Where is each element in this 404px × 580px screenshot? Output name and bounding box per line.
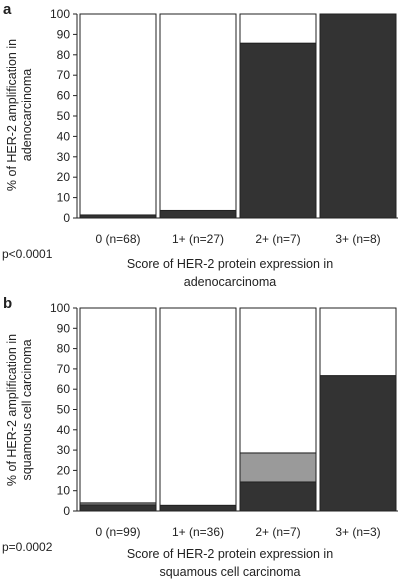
y-tick-label: 30: [57, 443, 71, 457]
x-tick-label: 0 (n=99): [95, 525, 140, 539]
x-tick-label: 3+ (n=8): [335, 232, 380, 246]
y-tick-label: 70: [57, 68, 71, 82]
bar-segment: [239, 13, 317, 44]
x-axis-title: Score of HER-2 protein expression in: [127, 547, 333, 561]
bar-segment: [319, 375, 397, 512]
bar-segment: [239, 452, 317, 483]
y-axis-title: % of HER-2 amplification in: [5, 39, 19, 191]
y-tick-label: 80: [57, 342, 71, 356]
x-tick-label: 1+ (n=36): [172, 525, 224, 539]
bar-segment: [239, 481, 317, 512]
x-axis-title: Score of HER-2 protein expression in: [127, 257, 333, 271]
p-value-label: p<0.0001: [2, 247, 53, 261]
y-tick-label: 60: [57, 382, 71, 396]
bar-segment: [79, 504, 157, 512]
y-tick-label: 10: [57, 191, 71, 205]
y-tick-label: 60: [57, 89, 71, 103]
y-axis-title: % of HER-2 amplification in: [5, 334, 19, 486]
y-tick-label: 80: [57, 48, 71, 62]
x-tick-label: 1+ (n=27): [172, 232, 224, 246]
y-tick-label: 20: [57, 170, 71, 184]
x-axis-title: squamous cell carcinoma: [159, 565, 300, 579]
y-tick-label: 20: [57, 463, 71, 477]
p-value-label: p=0.0002: [2, 540, 53, 554]
y-axis-title: squamous cell carcinoma: [20, 339, 34, 480]
y-tick-label: 40: [57, 423, 71, 437]
y-tick-label: 50: [57, 403, 71, 417]
y-tick-label: 70: [57, 362, 71, 376]
y-tick-label: 40: [57, 129, 71, 143]
bar-segment: [239, 42, 317, 219]
bar-segment: [319, 307, 397, 377]
x-tick-label: 3+ (n=3): [335, 525, 380, 539]
y-tick-label: 30: [57, 150, 71, 164]
y-tick-label: 0: [63, 211, 70, 225]
bar-segment: [159, 307, 237, 506]
x-axis-title: adenocarcinoma: [184, 275, 276, 289]
y-tick-label: 100: [50, 301, 70, 315]
y-axis-title: adenocarcinoma: [20, 69, 34, 161]
y-tick-label: 10: [57, 484, 71, 498]
panel-label: a: [3, 1, 12, 18]
y-tick-label: 100: [50, 7, 70, 21]
bar-segment: [159, 13, 237, 211]
bar-segment: [79, 307, 157, 504]
y-tick-label: 0: [63, 504, 70, 518]
y-tick-label: 90: [57, 321, 71, 335]
x-tick-label: 2+ (n=7): [255, 525, 300, 539]
panel-label: b: [3, 295, 12, 312]
y-tick-label: 90: [57, 27, 71, 41]
bar-segment: [159, 209, 237, 219]
x-tick-label: 0 (n=68): [95, 232, 140, 246]
x-tick-label: 2+ (n=7): [255, 232, 300, 246]
bar-segment: [159, 504, 237, 512]
y-tick-label: 50: [57, 109, 71, 123]
bar-segment: [79, 13, 157, 216]
bar-segment: [319, 13, 397, 219]
bar-segment: [239, 307, 317, 454]
